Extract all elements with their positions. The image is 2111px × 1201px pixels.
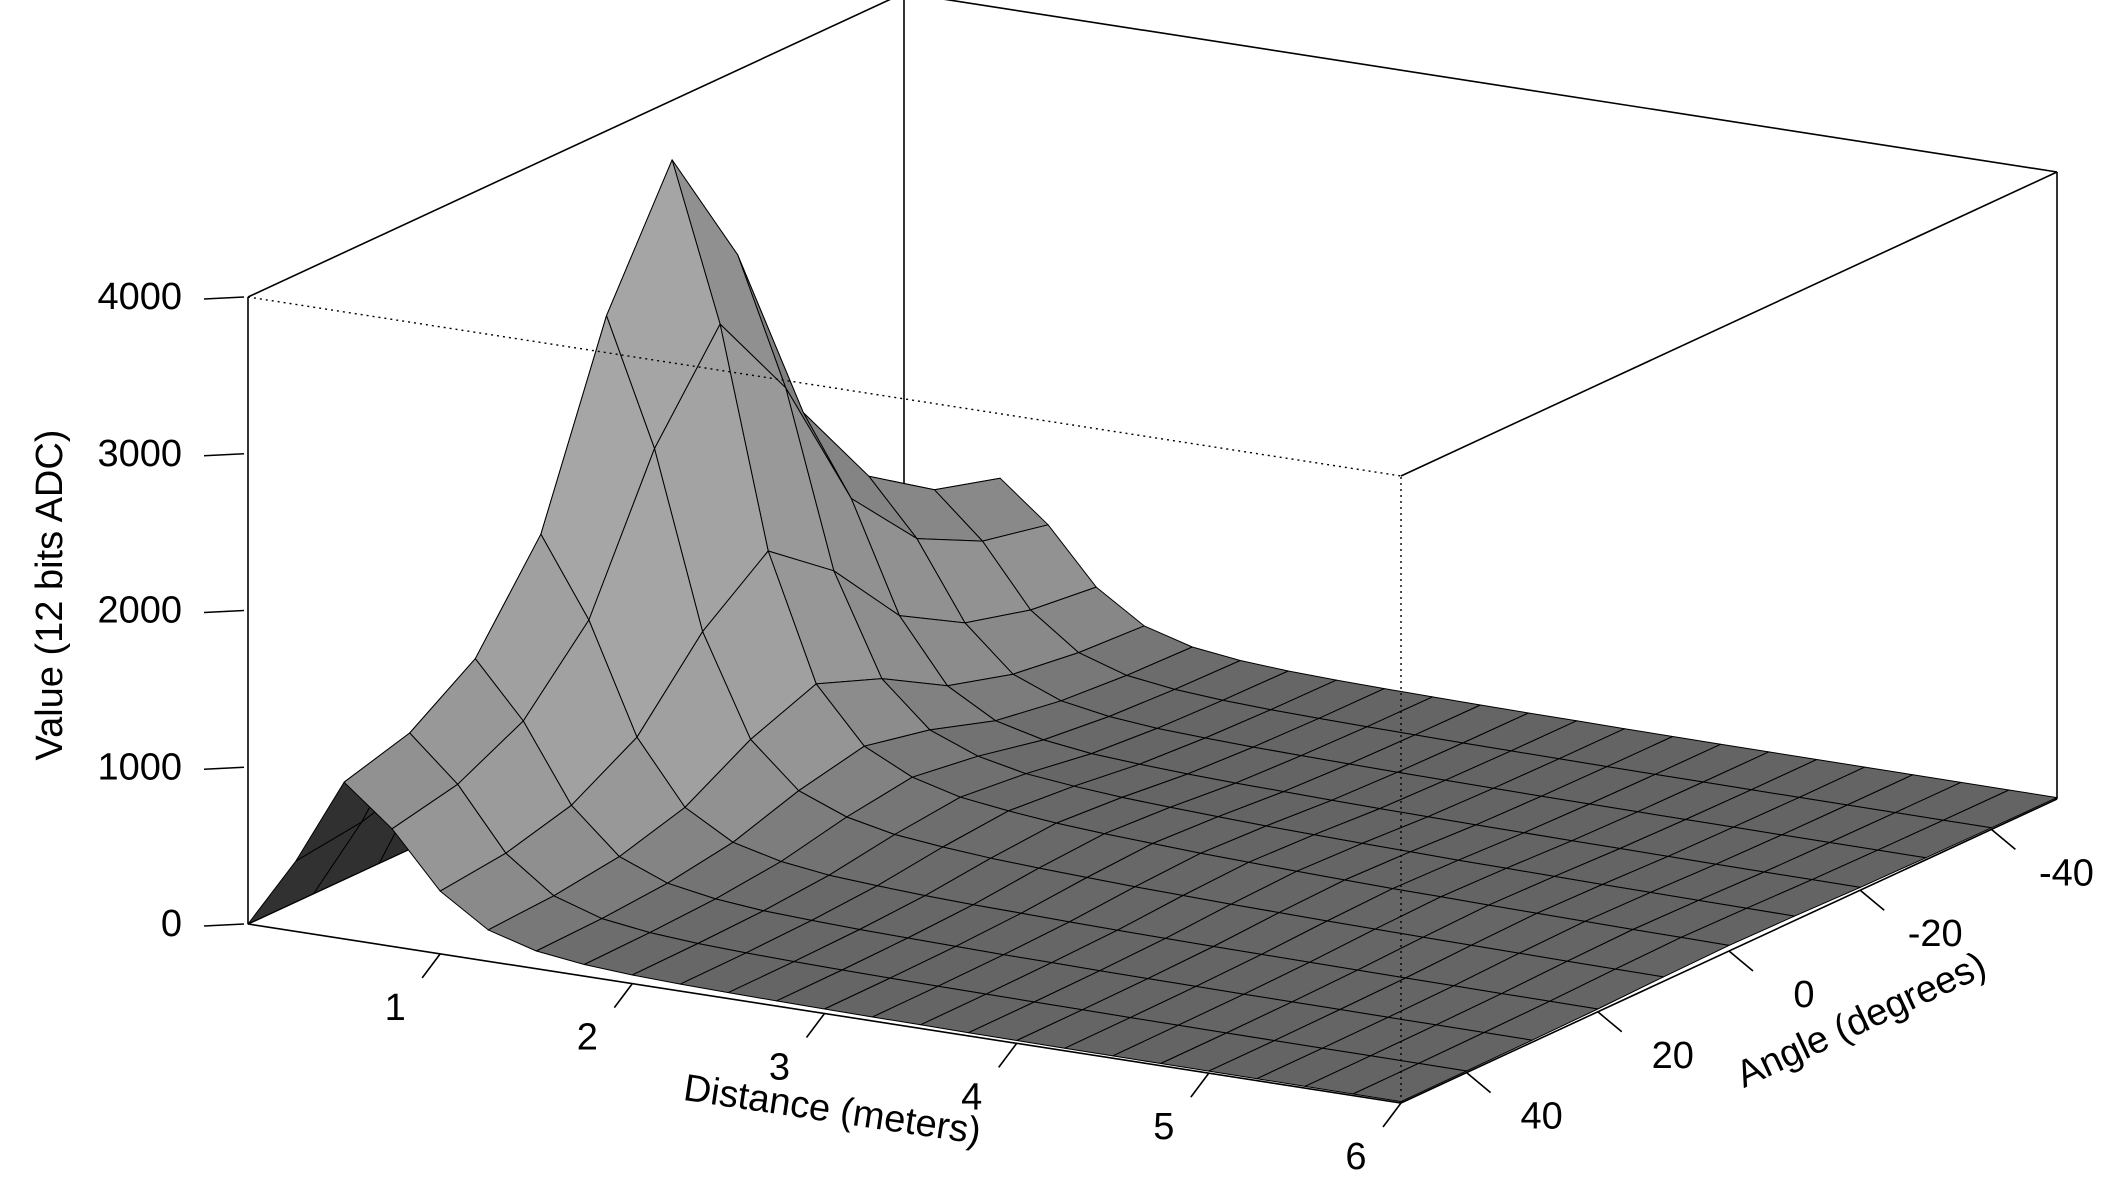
y-tick-label: 0: [1793, 974, 1814, 1016]
z-tick-label: 2000: [97, 590, 182, 632]
y-tick: [1990, 828, 2016, 851]
x-tick-label: 3: [769, 1047, 790, 1089]
x-tick-label: 6: [1345, 1136, 1366, 1178]
y-tick-label: 20: [1652, 1035, 1694, 1077]
x-tick: [805, 1013, 826, 1038]
y-tick: [1466, 1071, 1492, 1094]
x-tick: [421, 953, 441, 979]
z-tick: [203, 452, 245, 457]
x-tick: [998, 1042, 1018, 1068]
z-tick: [203, 766, 245, 771]
y-tick-label: -40: [2039, 852, 2094, 894]
x-tick-label: 5: [1153, 1106, 1174, 1148]
box-edge: [1400, 171, 2058, 477]
z-tick: [203, 296, 245, 300]
x-tick: [1382, 1102, 1402, 1128]
y-tick-label: 40: [1520, 1096, 1562, 1138]
y-tick: [1597, 1011, 1623, 1033]
x-tick: [1190, 1072, 1210, 1098]
z-tick-label: 3000: [97, 433, 182, 475]
box-edge: [247, 0, 891, 298]
y-tick: [1728, 950, 1754, 972]
z-tick-label: 1000: [97, 746, 182, 788]
box-edge: [943, 0, 2058, 173]
x-tick-label: 1: [385, 987, 406, 1029]
x-tick: [613, 983, 633, 1009]
y-tick-label: -20: [1908, 913, 1963, 955]
z-tick: [203, 923, 245, 927]
z-tick-label: 4000: [97, 276, 182, 318]
z-axis-label: Value (12 bits ADC): [29, 430, 71, 761]
x-tick-label: 2: [577, 1017, 598, 1059]
box-edge: [247, 296, 1402, 477]
z-tick-label: 0: [161, 903, 182, 945]
x-tick-label: 4: [961, 1076, 982, 1118]
y-tick: [1859, 889, 1885, 911]
z-tick: [203, 609, 245, 614]
